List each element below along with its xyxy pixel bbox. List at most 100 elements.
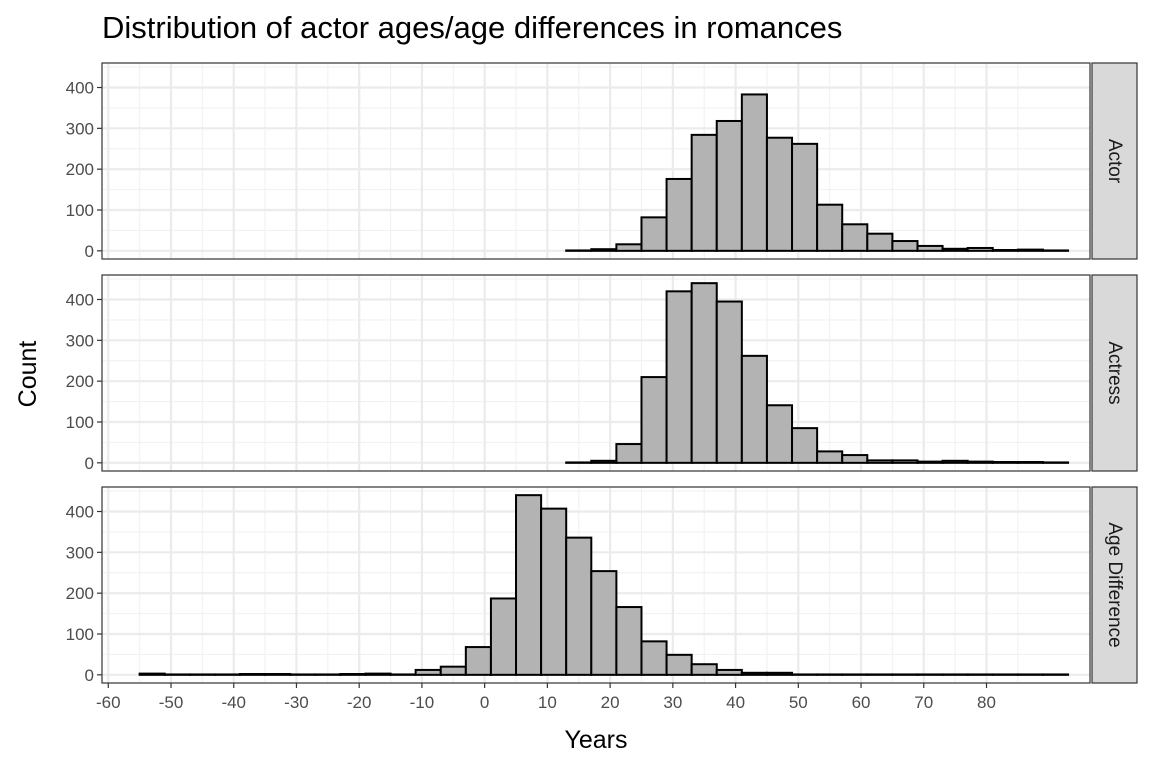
x-tick-label: -30 [284, 693, 309, 712]
histogram-bar [615, 443, 643, 464]
x-axis-title: Years [564, 726, 627, 754]
histogram-bar [991, 461, 1019, 464]
x-axis: -60 -50 -40 -30 -20 -10 0 10 20 30 40 50 60 70 80 [96, 683, 996, 712]
panel-background [102, 63, 1090, 259]
y-tick-label: 200 [66, 584, 94, 603]
panel-border [101, 486, 1091, 684]
histogram-bar [264, 673, 292, 676]
facet-strip-label: Actress [1104, 341, 1125, 404]
facet-panels: 0 100 200 300 400 Actor 0 100 200 300 400 Actress 0 1… [66, 62, 1138, 685]
histogram-bar [565, 536, 593, 676]
x-tick-label: 60 [852, 693, 871, 712]
y-tick-label: 100 [66, 625, 94, 644]
histogram-bar [715, 300, 743, 464]
histogram-bar [866, 459, 894, 464]
facet-strip [1091, 486, 1138, 684]
x-tick-label: 40 [726, 693, 745, 712]
histogram-bar [791, 427, 819, 464]
x-tick-label: 10 [538, 693, 557, 712]
y-tick-label: 400 [66, 291, 94, 310]
histogram-bar [941, 247, 969, 252]
histogram-bar [364, 672, 392, 676]
x-tick-label: -60 [96, 693, 121, 712]
histogram-bar [816, 450, 844, 464]
histogram-bar [740, 354, 768, 464]
histogram-bar [615, 606, 643, 676]
histogram-bar [339, 673, 367, 676]
facet-strip [1091, 274, 1138, 472]
facet-strip-label: Age Difference [1104, 522, 1125, 647]
histogram-bar [590, 248, 618, 252]
histogram-bar [690, 663, 718, 676]
x-tick-label: -20 [347, 693, 372, 712]
x-tick-label: 80 [977, 693, 996, 712]
y-tick-label: 100 [66, 413, 94, 432]
histogram-bar [515, 494, 543, 676]
x-tick-label: 30 [663, 693, 682, 712]
panel-background [102, 275, 1090, 471]
histogram-bar [665, 290, 693, 464]
histogram-bar [916, 244, 944, 252]
histogram-bar [690, 282, 718, 464]
x-tick-label: -40 [221, 693, 246, 712]
histogram-bar [765, 671, 794, 676]
histogram-bar [464, 646, 492, 676]
chart-title: Distribution of actor ages/age differenc… [102, 10, 842, 45]
histogram-bar [138, 672, 166, 676]
histogram-bar [841, 223, 869, 252]
y-axis-title: Count [14, 341, 42, 408]
histogram-bar [540, 507, 568, 676]
x-tick-label: 0 [480, 693, 489, 712]
histogram-bar [590, 570, 618, 676]
y-tick-label: 0 [85, 454, 94, 473]
histogram-bar [791, 142, 819, 252]
histogram-bar [966, 246, 994, 252]
facet-panel: 0 100 200 300 400 Age Difference [66, 486, 1138, 685]
histogram-bar [765, 136, 794, 252]
y-tick-label: 200 [66, 160, 94, 179]
histogram-bar [715, 668, 743, 676]
histogram-bar [665, 653, 693, 676]
histogram-bar [1016, 461, 1044, 464]
panel-border [101, 274, 1091, 472]
y-tick-label: 300 [66, 543, 94, 562]
y-tick-label: 0 [85, 242, 94, 261]
histogram-bar [891, 459, 919, 464]
y-tick-label: 300 [66, 119, 94, 138]
histogram-bar [841, 454, 869, 464]
histogram-bar [640, 376, 668, 464]
facet-strip [1091, 62, 1138, 260]
y-tick-label: 100 [66, 201, 94, 220]
x-tick-label: -50 [159, 693, 184, 712]
panel-border [101, 62, 1091, 260]
facet-panel: 0 100 200 300 400 Actress [66, 274, 1138, 473]
histogram-bar [916, 460, 944, 464]
facet-strip-label: Actor [1104, 139, 1125, 184]
histogram-bar [715, 119, 743, 252]
histogram-bar [891, 240, 919, 252]
histogram-bar [640, 216, 668, 252]
facet-panel: 0 100 200 300 400 Actor [66, 62, 1138, 261]
histogram-bar [740, 93, 768, 252]
x-tick-label: 70 [914, 693, 933, 712]
histogram-bar [665, 177, 693, 252]
y-tick-label: 200 [66, 372, 94, 391]
histogram-bar [866, 232, 894, 252]
histogram-bar [640, 640, 668, 676]
histogram-bar [590, 459, 618, 464]
histogram-bar [816, 203, 844, 252]
y-tick-label: 300 [66, 331, 94, 350]
y-tick-label: 400 [66, 503, 94, 522]
histogram-bar [765, 404, 794, 464]
x-tick-label: -10 [410, 693, 435, 712]
histogram-bar [239, 673, 267, 676]
histogram-bar [966, 460, 994, 464]
histogram-bar [941, 459, 969, 464]
histogram-bar [740, 671, 768, 676]
histogram-bar [1016, 248, 1044, 252]
y-tick-label: 0 [85, 666, 94, 685]
histogram-bar [439, 665, 467, 676]
y-tick-label: 400 [66, 79, 94, 98]
histogram-bar [690, 133, 718, 252]
histogram-bar [414, 668, 442, 676]
